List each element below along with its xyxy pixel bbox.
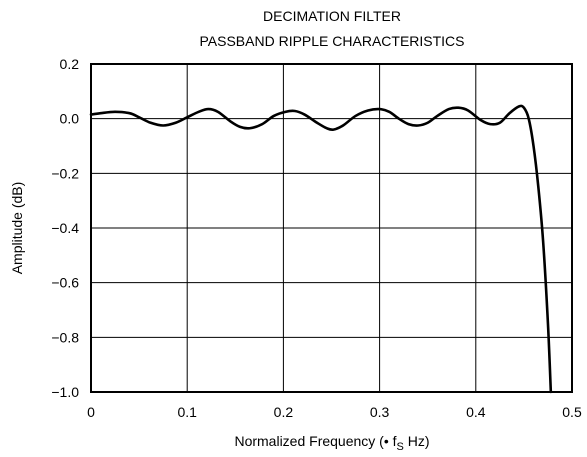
grid [90,63,573,393]
x-tick-label: 0.3 [370,404,390,420]
x-axis-label-main: Normalized Frequency (• f [234,433,396,449]
y-tick-labels: 0.2 0.0 −0.2 −0.4 −0.6 −0.8 −1.0 [51,56,79,400]
y-tick-label: 0.2 [60,56,80,72]
chart-title-line-2: PASSBAND RIPPLE CHARACTERISTICS [199,33,464,49]
y-tick-label: −0.8 [51,329,79,345]
x-tick-labels: 0 0.1 0.2 0.3 0.4 0.5 [87,404,582,420]
x-tick-label: 0.1 [177,404,197,420]
y-tick-label: −0.2 [51,165,79,181]
y-tick-label: −1.0 [51,384,79,400]
x-axis-label-tail: Hz) [404,433,430,449]
y-tick-label: −0.4 [51,220,79,236]
y-tick-label: 0.0 [60,111,80,127]
plot-frame [90,63,573,393]
series-line [89,104,553,394]
x-tick-label: 0 [87,404,95,420]
x-tick-label: 0.2 [274,404,294,420]
y-tick-label: −0.6 [51,275,79,291]
x-axis-label-subscript: S [397,441,404,453]
x-axis-label: Normalized Frequency (• fS Hz) [234,433,429,453]
x-tick-label: 0.4 [466,404,486,420]
x-tick-label: 0.5 [562,404,582,420]
y-axis-label: Amplitude (dB) [9,182,25,275]
chart-title-line-1: DECIMATION FILTER [263,8,401,24]
